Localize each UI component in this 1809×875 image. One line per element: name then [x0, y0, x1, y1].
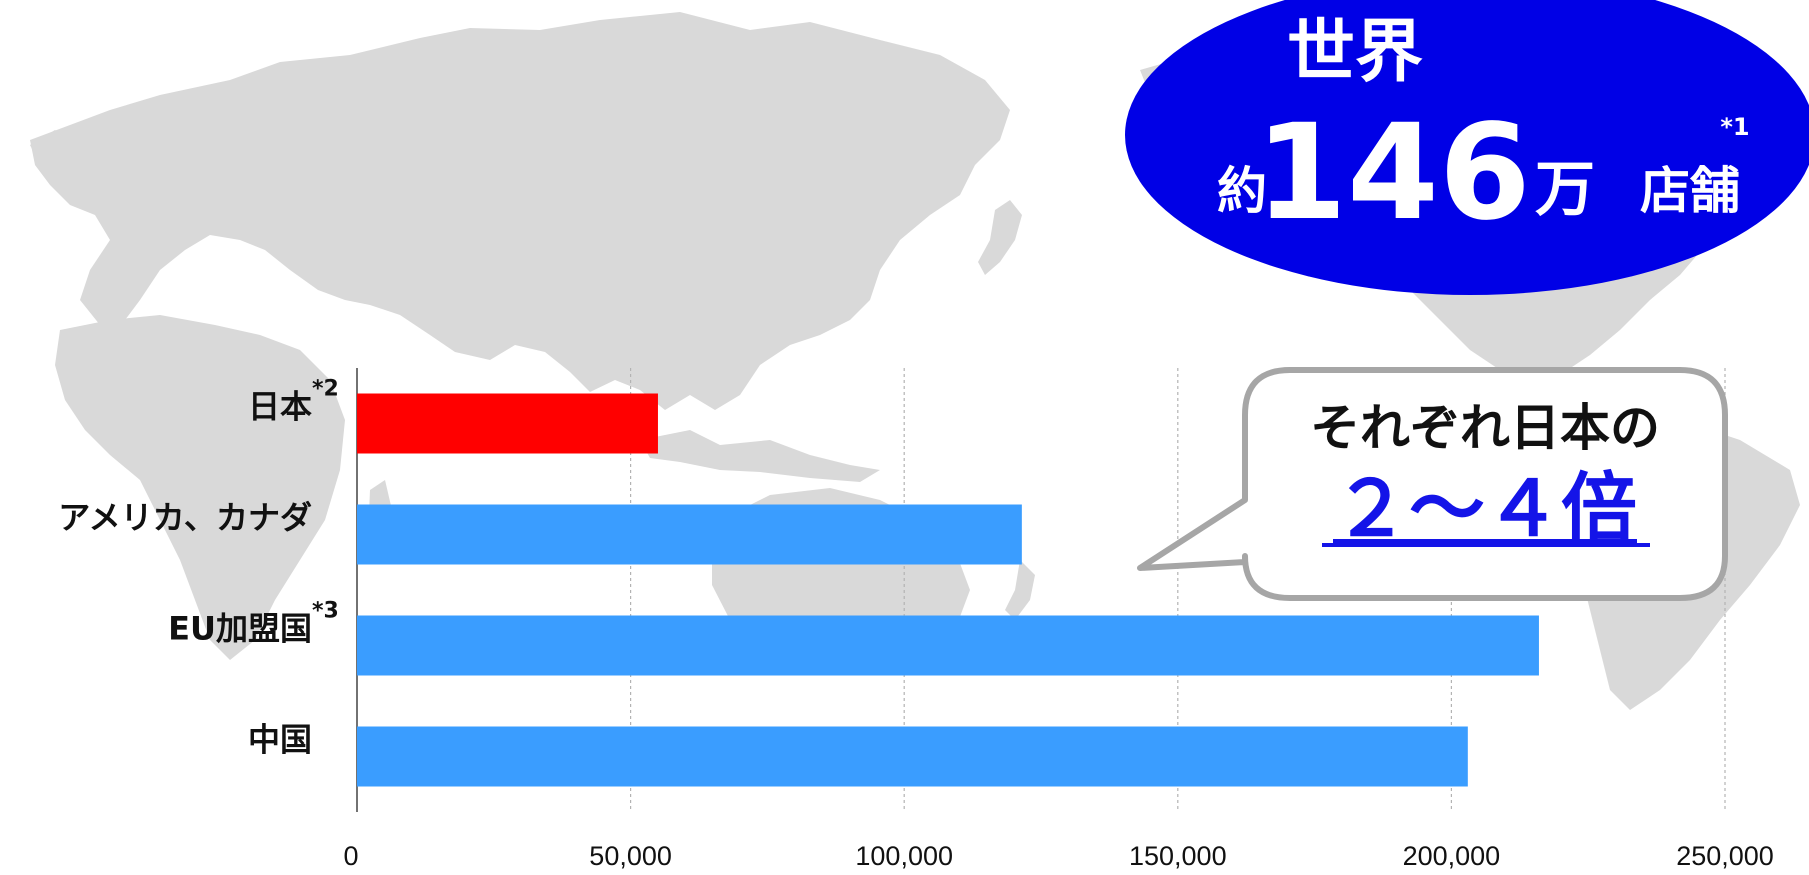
category-note-2: *3: [312, 599, 339, 624]
badge-world-label: 世界: [1287, 13, 1423, 92]
callout-line1: それぞれ日本の: [1310, 399, 1660, 457]
badge-ellipse: [1125, 0, 1809, 295]
x-tick-label-5: 250,000: [1676, 841, 1774, 871]
bar-3: [357, 726, 1468, 787]
map-eurasia: [30, 12, 1010, 410]
badge-number: 146: [1255, 96, 1531, 250]
category-label-2: EU加盟国: [168, 610, 312, 648]
x-tick-label-2: 100,000: [855, 841, 953, 871]
map-uk: [30, 130, 72, 165]
callout-multiplier: ２～４倍: [1333, 464, 1637, 553]
category-label-3: 中国: [248, 721, 312, 759]
map-new-zealand: [1005, 560, 1035, 620]
x-tick-label-0: 0: [343, 841, 358, 871]
badge-suffix: 店舗: [1640, 162, 1740, 220]
bars: [357, 393, 1539, 787]
x-tick-label-1: 50,000: [589, 841, 672, 871]
bar-0: [357, 393, 658, 454]
x-axis-tick-labels: 0 50,000 100,000 150,000 200,000 250,000: [343, 841, 1773, 871]
badge-footnote: *1: [1720, 113, 1749, 141]
category-labels: 日本 *2 アメリカ、カナダ EU加盟国 *3 中国: [58, 377, 339, 759]
category-label-0: 日本: [248, 388, 312, 426]
bar-1: [357, 504, 1022, 565]
x-tick-label-3: 150,000: [1129, 841, 1227, 871]
badge-prefix: 約: [1217, 162, 1267, 220]
badge-unit: 万: [1535, 155, 1595, 225]
bar-2: [357, 615, 1539, 676]
map-japan: [978, 200, 1022, 275]
callout-shape: [1137, 367, 1728, 601]
category-note-0: *2: [312, 377, 339, 402]
callout-bubble: それぞれ日本の ２～４倍: [1137, 367, 1728, 601]
world-total-badge: 世界 約 146 万 店舗 *1: [1125, 0, 1809, 295]
map-indonesia: [640, 430, 880, 482]
x-tick-label-4: 200,000: [1403, 841, 1501, 871]
map-africa: [55, 315, 345, 660]
category-label-1: アメリカ、カナダ: [58, 499, 312, 537]
